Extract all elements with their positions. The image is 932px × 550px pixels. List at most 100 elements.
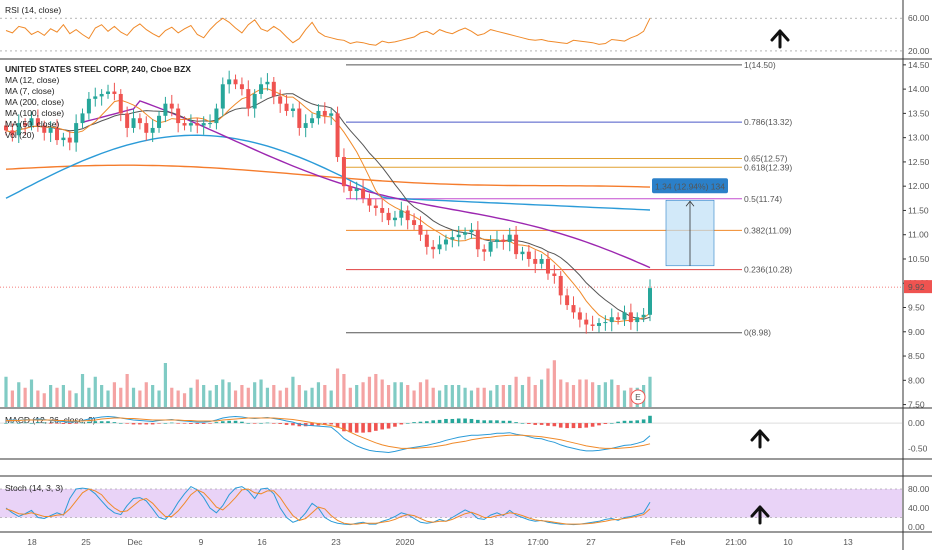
- up-arrow-icon-stroke: [750, 505, 770, 525]
- candle-body: [424, 234, 429, 247]
- volume-bar: [552, 360, 556, 407]
- candle: [577, 307, 582, 328]
- candle: [93, 87, 98, 107]
- candle: [609, 308, 614, 332]
- macd-histogram-bar: [252, 423, 257, 424]
- time-tick-label: 21:00: [725, 537, 747, 547]
- time-axis[interactable]: 18 25 Dec 9 16 23 2020 13 17:00 27 Feb 21:00 10 13: [27, 537, 853, 547]
- macd-histogram-bar: [29, 423, 34, 424]
- candle-body: [316, 110, 321, 119]
- macd-histogram-bar: [527, 423, 531, 424]
- macd-histogram-bar: [469, 418, 474, 424]
- volume-bar: [176, 390, 180, 407]
- volume-bar: [565, 382, 569, 407]
- candle: [443, 234, 448, 251]
- up-arrow-icon: [750, 429, 770, 449]
- candle: [616, 312, 621, 325]
- candle: [437, 235, 442, 255]
- candle-body: [157, 115, 162, 128]
- macd-histogram-bar: [609, 423, 614, 424]
- volume-bar: [29, 379, 34, 407]
- volume-bar: [100, 385, 104, 407]
- macd-histogram-bar: [195, 423, 200, 424]
- macd-histogram-bar: [418, 421, 423, 424]
- price-axis[interactable]: 14.50 14.00 13.50 13.00 12.50 12.00 11.50 11.00…: [903, 60, 932, 410]
- candle: [74, 114, 79, 152]
- macd-histogram-bar: [507, 420, 512, 424]
- candle-body: [303, 123, 308, 128]
- candle: [137, 113, 142, 130]
- macd-histogram-bar: [163, 423, 168, 424]
- macd-histogram-bar: [240, 421, 244, 424]
- candle: [125, 106, 130, 138]
- last-price-badge: [904, 280, 932, 294]
- candle-body: [539, 258, 544, 264]
- candle: [157, 110, 162, 133]
- candle: [526, 244, 531, 267]
- candle: [284, 94, 289, 116]
- candle-body: [278, 96, 283, 104]
- volume-bar: [157, 390, 161, 407]
- candle: [482, 244, 487, 261]
- candle: [392, 210, 397, 227]
- candle-body: [208, 123, 213, 125]
- macd-histogram-bar: [584, 423, 589, 428]
- volume-bar: [508, 385, 512, 407]
- price-tick-label: 8.50: [908, 351, 925, 361]
- candle-body: [475, 229, 480, 250]
- volume-bar: [138, 390, 142, 407]
- macd-histogram-bar: [74, 423, 78, 424]
- stoch-title: Stoch (14, 3, 3): [5, 483, 63, 493]
- candle-body: [558, 275, 563, 296]
- stoch-tick-label: 0.00: [908, 522, 925, 532]
- candle-body: [182, 123, 187, 126]
- candle: [106, 84, 111, 99]
- candle-body: [571, 305, 576, 313]
- candle: [169, 94, 174, 117]
- candle-body: [16, 123, 21, 136]
- volume-bar: [42, 393, 46, 407]
- candle: [195, 118, 200, 134]
- volume-bar: [17, 382, 21, 407]
- legend-item: MA (7, close): [5, 86, 55, 96]
- macd-histogram-bar: [138, 423, 142, 425]
- volume-bar: [597, 385, 601, 407]
- candle-body: [176, 108, 181, 124]
- measure-label-bg: [652, 178, 728, 194]
- measure-tool[interactable]: 1.34 (12.94%) 134: [652, 178, 728, 267]
- earnings-event-badge[interactable]: E: [630, 389, 646, 405]
- price-tick-label: 13.50: [908, 108, 930, 118]
- macd-histogram-bar: [635, 420, 640, 424]
- candle: [424, 229, 429, 255]
- macd-histogram-bar: [36, 422, 40, 424]
- volume-bar: [616, 385, 620, 407]
- candle: [533, 250, 538, 274]
- macd-histogram-bar: [520, 423, 525, 424]
- volume-bar: [610, 379, 614, 407]
- candle-body: [437, 244, 442, 250]
- candle-body: [443, 239, 448, 245]
- macd-histogram-bar: [214, 422, 219, 424]
- price-tick-label: 10.50: [908, 254, 930, 264]
- stoch-tick-label: 80.00: [908, 484, 930, 494]
- macd-histogram-bar: [450, 418, 455, 424]
- macd-histogram-bar: [367, 423, 372, 433]
- rsi-tick-label: 60.00: [908, 13, 930, 23]
- volume-bar: [450, 385, 454, 407]
- macd-histogram-bar: [106, 421, 110, 424]
- macd-histogram-bar: [552, 423, 557, 427]
- volume-bar: [195, 379, 199, 407]
- candle: [61, 132, 66, 147]
- fib-label: 1(14.50): [744, 60, 776, 70]
- candle-body: [501, 239, 506, 242]
- candle: [80, 108, 85, 128]
- macd-histogram-bar: [118, 423, 123, 424]
- fib-label: 0.382(11.09): [744, 225, 792, 235]
- volume-bar: [406, 385, 410, 407]
- candle-body: [118, 93, 123, 114]
- candles: [4, 70, 652, 334]
- ma100-line: [5, 134, 651, 211]
- candle-body: [259, 84, 264, 94]
